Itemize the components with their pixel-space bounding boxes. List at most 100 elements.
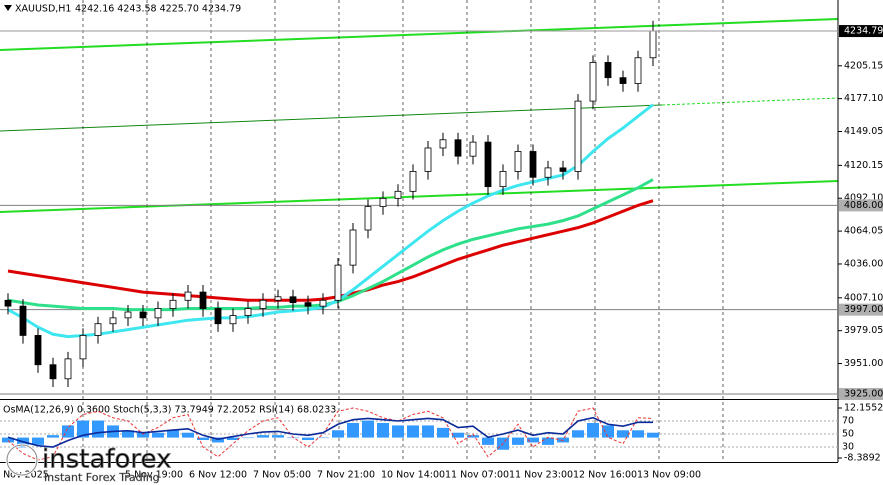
- x-tick-label: 13 Nov 09:00: [637, 470, 701, 481]
- osma-bar: [152, 432, 164, 438]
- y-tick-label: 4064.05: [844, 226, 883, 237]
- oscillator-line: [7, 416, 654, 448]
- candle-body: [94, 323, 102, 336]
- osma-bar: [47, 435, 59, 438]
- osma-bar: [542, 437, 554, 445]
- candle-body: [304, 302, 312, 307]
- osma-bar: [197, 437, 209, 441]
- osma-bar: [137, 432, 149, 438]
- osma-bar: [167, 430, 179, 438]
- candle-body: [619, 77, 627, 84]
- osma-bar: [32, 437, 44, 445]
- logo: [5, 443, 39, 477]
- osma-bar: [572, 430, 584, 438]
- trend-line: [0, 18, 839, 51]
- candle-body: [274, 296, 282, 301]
- osma-bar: [602, 425, 614, 438]
- candle-body: [4, 299, 12, 307]
- y2-tick-label: 30: [842, 441, 854, 452]
- candle-body: [259, 299, 267, 309]
- candle-body: [139, 311, 147, 319]
- level-box: [839, 303, 883, 316]
- candle-body: [34, 335, 42, 366]
- osma-bar: [62, 425, 74, 438]
- candle-body: [649, 30, 657, 59]
- osma-bar: [482, 437, 494, 445]
- candle-body: [244, 308, 252, 316]
- osma-bar: [257, 435, 269, 438]
- y2-tick-label: 70: [842, 415, 854, 426]
- osma-bar: [422, 425, 434, 438]
- candle-body: [109, 317, 117, 325]
- osma-bar: [647, 432, 659, 438]
- osma-bar: [77, 420, 89, 438]
- x-tick-label: 5 Nov 19:00: [125, 470, 183, 481]
- candle-body: [454, 139, 462, 157]
- y-tick-label: 4205.15: [844, 60, 883, 71]
- osma-bar: [377, 422, 389, 438]
- candle-body: [514, 151, 522, 172]
- indicator-title: OsMA(12,26,9) 0.3600 Stoch(5,3,3) 73.794…: [3, 405, 336, 416]
- candle-body: [469, 141, 477, 157]
- y-tick-label: 4036.00: [844, 258, 883, 269]
- level-box: [839, 388, 883, 401]
- candle-body: [364, 206, 372, 231]
- y-tick-label: 4177.10: [844, 93, 883, 104]
- osma-bar: [302, 437, 314, 441]
- osma-bar: [227, 437, 239, 441]
- y-tick-label: 4092.10: [844, 193, 883, 204]
- logo-ring-edge: [6, 444, 38, 476]
- trend-line: [0, 180, 839, 213]
- osma-bar: [122, 430, 134, 438]
- candle-body: [319, 299, 327, 307]
- candle-body: [499, 171, 507, 188]
- menu-triangle[interactable]: [4, 5, 12, 11]
- y-tick-label: 3979.05: [844, 325, 883, 336]
- osma-bar: [617, 430, 629, 438]
- candle-body: [229, 315, 237, 325]
- osma-bar: [182, 432, 194, 438]
- osma-bar: [362, 420, 374, 438]
- level-label: 4086.00: [844, 200, 883, 211]
- osma-bar: [392, 425, 404, 438]
- last-price-box: [839, 25, 883, 38]
- candle-body: [349, 229, 357, 266]
- y-tick-label: 3951.00: [844, 358, 883, 369]
- candle-body: [634, 57, 642, 84]
- y2-tick-label: 50: [842, 428, 854, 439]
- x-tick-label: 11 Nov 07:00: [445, 470, 509, 481]
- osma-bar: [437, 427, 449, 438]
- candle-body: [484, 141, 492, 188]
- last-price-label: 4234.79: [844, 26, 883, 37]
- osma-bar: [452, 432, 464, 438]
- x-tick-label: 7 Nov 21:00: [317, 470, 375, 481]
- candle-body: [394, 190, 402, 199]
- osma-bar: [317, 437, 329, 439]
- y-tick-label: 4149.05: [844, 126, 883, 137]
- trend-line: [0, 104, 663, 132]
- watermark-tagline: Instant Forex Trading: [44, 471, 160, 484]
- level-label: 3925.00: [844, 389, 883, 400]
- candle-body: [379, 197, 387, 207]
- osma-bar: [92, 420, 104, 438]
- candle-body: [19, 305, 27, 336]
- y-tick-label: 4007.10: [844, 292, 883, 303]
- moving-average: [7, 199, 654, 302]
- candle-body: [439, 139, 447, 149]
- candle-body: [49, 364, 57, 380]
- level-box: [839, 199, 883, 212]
- candle-body: [589, 62, 597, 102]
- y-tick-label: 12.1552: [844, 402, 883, 413]
- y-tick-label: -8.3892: [844, 453, 881, 464]
- symbol: XAUUSD,H1: [15, 4, 71, 15]
- candle-body: [604, 62, 612, 79]
- candle-body: [214, 308, 222, 325]
- candle-body: [184, 291, 192, 301]
- osma-bar: [272, 435, 284, 438]
- osma-bar: [467, 435, 479, 438]
- candle-body: [154, 308, 162, 319]
- x-tick-label: 7 Nov 05:00: [253, 470, 311, 481]
- osma-bar: [407, 425, 419, 438]
